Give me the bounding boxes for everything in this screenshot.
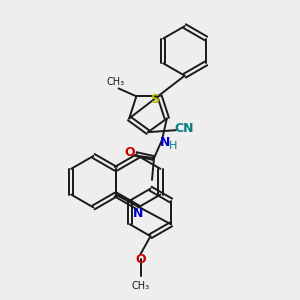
Text: CN: CN bbox=[174, 122, 194, 135]
Text: S: S bbox=[150, 93, 159, 106]
Text: N: N bbox=[160, 136, 170, 149]
Text: H: H bbox=[169, 141, 177, 151]
Text: CH₃: CH₃ bbox=[106, 77, 124, 88]
Text: O: O bbox=[124, 146, 134, 159]
Text: N: N bbox=[133, 207, 143, 220]
Text: O: O bbox=[135, 254, 146, 266]
Text: CH₃: CH₃ bbox=[131, 281, 150, 291]
